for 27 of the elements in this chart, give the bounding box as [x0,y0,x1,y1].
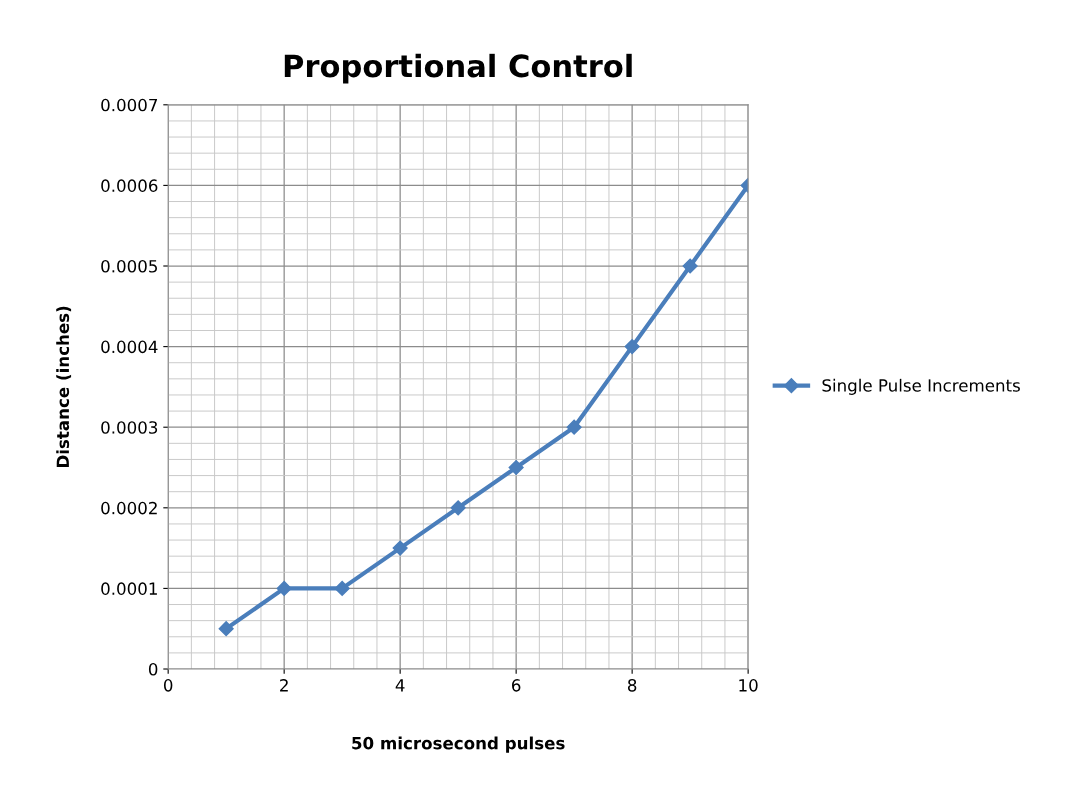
x-axis-title: 50 microsecond pulses [352,736,565,753]
point [450,500,466,516]
point [334,580,350,596]
point [218,621,234,637]
chart-title: Proportional Control [284,53,632,84]
x-tick-label: 2 [280,679,288,692]
y-tick-label: 0.0004 [101,340,158,354]
y-tick-label: 0 [148,662,158,676]
y-axis-title: Distance (inches) [56,306,72,468]
x-tick-label: 0 [163,679,173,692]
legend-label: Single Pulse Increments [822,378,1020,395]
point [276,580,292,596]
y-tick-label: 0.0001 [101,582,157,595]
y-tick-label: 0.0003 [101,421,158,434]
x-tick-label: 6 [512,679,521,692]
point [508,459,524,476]
y-tick-label: 0.0002 [101,501,157,515]
x-tick-label: 4 [395,679,405,692]
point [624,339,640,355]
point [682,258,698,274]
y-tick-label: 0.0005 [101,259,157,273]
x-tick-label: 8 [627,679,637,692]
y-tick-label: 0.0007 [101,98,158,112]
y-tick-label: 0.0006 [101,179,158,192]
point [392,540,408,556]
point [566,419,582,435]
x-tick-label: 10 [739,679,758,692]
